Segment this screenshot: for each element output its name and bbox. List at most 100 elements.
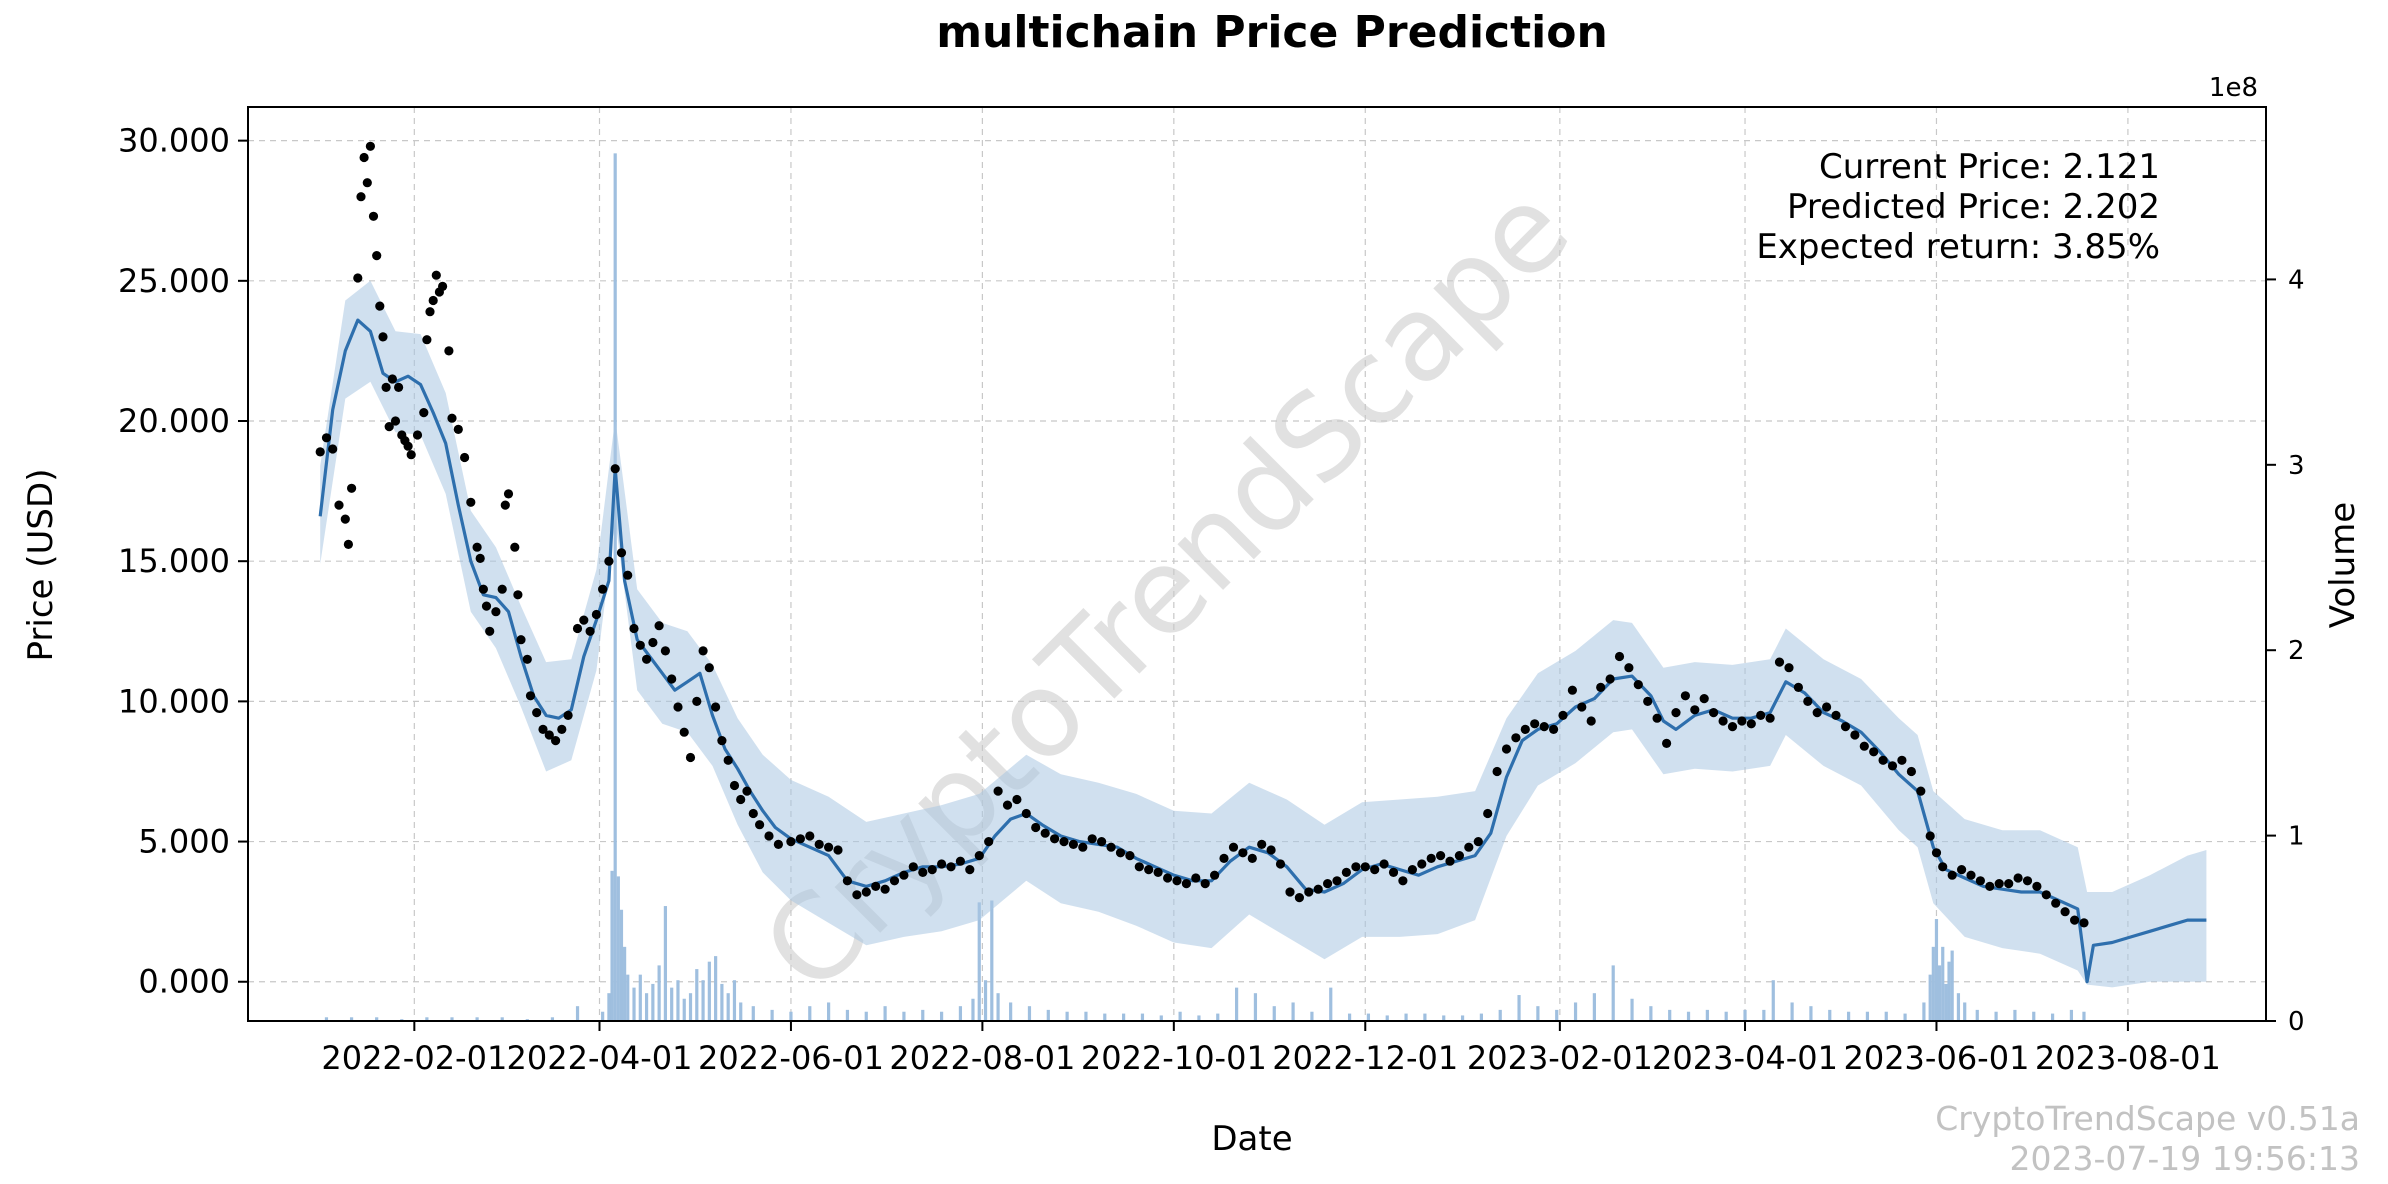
volume-bar: [1828, 1009, 1832, 1021]
actual-price-point: [472, 542, 482, 552]
actual-price-point: [1931, 848, 1942, 858]
volume-bar: [1479, 1013, 1483, 1021]
volume-bar: [983, 980, 988, 1021]
actual-price-point: [403, 441, 413, 451]
volume-bar: [1122, 1013, 1126, 1021]
actual-price-point: [927, 865, 937, 875]
volume-bar: [902, 1011, 906, 1021]
actual-price-point: [692, 696, 702, 707]
actual-price-point: [1341, 867, 1351, 878]
volume-bar: [751, 1006, 755, 1021]
actual-price-point: [1097, 837, 1107, 847]
actual-price-point: [347, 483, 357, 493]
actual-price-point: [1869, 747, 1879, 757]
actual-price-point: [384, 422, 394, 432]
actual-price-point: [359, 152, 369, 163]
actual-price-point: [1426, 853, 1436, 864]
actual-price-point: [1501, 744, 1512, 754]
y-tick-label: 5.000: [138, 823, 230, 861]
volume-bar: [2032, 1011, 2036, 1021]
actual-price-point: [1994, 879, 2004, 889]
volume-tick-label: 4: [2288, 265, 2305, 295]
actual-price-point: [1445, 856, 1455, 866]
actual-price-point: [842, 876, 853, 886]
actual-price-point: [485, 626, 495, 636]
actual-price-point: [1012, 794, 1022, 805]
volume-bar: [1884, 1011, 1888, 1021]
volume-bar: [475, 1017, 479, 1021]
actual-price-point: [2079, 918, 2089, 928]
actual-price-point: [711, 702, 721, 712]
footer-timestamp: 2023-07-19 19:56:13: [2010, 1139, 2360, 1178]
volume-bar: [1423, 1013, 1427, 1021]
actual-price-point: [2004, 879, 2014, 889]
actual-price-point: [814, 839, 824, 850]
actual-price-point: [654, 621, 664, 631]
actual-price-point: [1153, 867, 1163, 878]
actual-price-point: [1605, 674, 1615, 684]
actual-price-point: [1586, 716, 1596, 726]
actual-price-point: [1957, 865, 1967, 875]
actual-price-point: [616, 548, 627, 558]
actual-price-point: [1812, 708, 1822, 718]
actual-price-point: [604, 556, 614, 566]
volume-bar: [2050, 1013, 2055, 1021]
actual-price-point: [1313, 884, 1323, 894]
y-tick-label: 10.000: [118, 682, 230, 720]
actual-price-point: [551, 736, 561, 746]
volume-bar: [1649, 1006, 1653, 1021]
actual-price-point: [889, 876, 900, 886]
volume-bar: [1009, 1002, 1013, 1021]
actual-price-point: [1483, 808, 1493, 819]
actual-price-point: [717, 736, 727, 746]
actual-price-point: [1643, 696, 1653, 707]
volume-bar: [1498, 1009, 1502, 1021]
volume-bar: [1630, 998, 1634, 1021]
actual-price-point: [1068, 839, 1078, 850]
actual-price-point: [394, 382, 404, 392]
actual-price-point: [1633, 680, 1643, 690]
volume-bar: [1573, 1002, 1578, 1021]
actual-price-point: [1966, 870, 1976, 880]
actual-price-point: [955, 856, 966, 866]
actual-price-point: [1106, 842, 1116, 852]
volume-bar: [977, 902, 981, 1021]
volume-bar: [1762, 1009, 1766, 1021]
actual-price-point: [824, 842, 834, 852]
x-tick-label: 2022-08-01: [889, 1039, 1075, 1077]
x-tick-label: 2022-06-01: [698, 1039, 884, 1077]
actual-price-point: [1351, 862, 1361, 872]
actual-price-point: [1850, 730, 1860, 740]
actual-price-point: [1464, 842, 1474, 852]
actual-price-point: [1947, 870, 1957, 880]
actual-price-point: [1784, 663, 1794, 673]
actual-price-point: [497, 584, 507, 594]
actual-price-point: [444, 346, 454, 356]
volume-bar: [1536, 1006, 1540, 1021]
volume-bar: [1216, 1013, 1220, 1021]
volume-bar: [1159, 1015, 1163, 1021]
actual-price-point: [466, 497, 476, 507]
volume-bar: [651, 983, 655, 1021]
actual-price-point: [2013, 873, 2023, 883]
actual-price-point: [1765, 713, 1775, 723]
footer-version: CryptoTrendScape v0.51a: [1935, 1099, 2360, 1138]
actual-price-point: [1436, 851, 1446, 861]
volume-bar: [1743, 1009, 1747, 1021]
volume-bar: [550, 1017, 555, 1021]
actual-price-point: [1699, 694, 1709, 704]
actual-price-point: [965, 865, 975, 875]
volume-bar: [1947, 961, 1951, 1021]
actual-price-point: [1985, 881, 1995, 892]
volume-bar: [644, 993, 649, 1021]
actual-price-point: [412, 430, 423, 440]
actual-price-point: [378, 332, 388, 342]
actual-price-point: [1975, 876, 1985, 886]
actual-price-point: [1332, 876, 1342, 886]
actual-price-point: [1144, 865, 1154, 875]
volume-bar: [1235, 987, 1239, 1021]
actual-price-point: [623, 570, 633, 580]
actual-price-point: [447, 413, 457, 423]
actual-price-point: [1793, 682, 1803, 693]
actual-price-point: [1210, 870, 1220, 880]
